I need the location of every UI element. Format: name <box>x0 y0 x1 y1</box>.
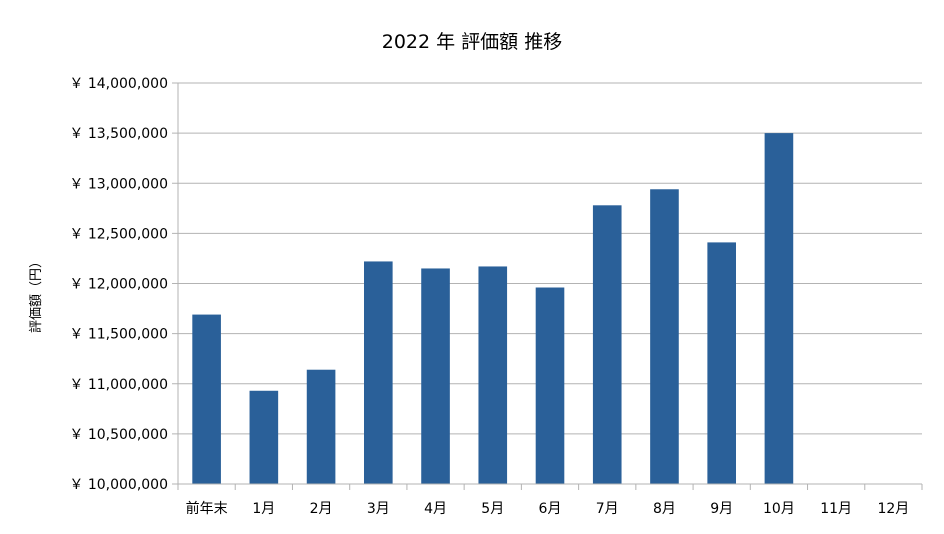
bar <box>592 205 622 484</box>
y-tick-label: ￥ 10,000,000 <box>69 477 168 493</box>
y-tick-label: ￥ 13,500,000 <box>69 126 168 142</box>
bar <box>764 133 794 484</box>
bar <box>707 242 736 484</box>
x-tick-label: 5月 <box>481 501 504 517</box>
bar <box>535 287 565 484</box>
x-tick-label: 6月 <box>539 501 562 517</box>
y-tick-label: ￥ 14,000,000 <box>69 76 168 92</box>
y-axis-label: 評価額（円） <box>29 255 44 333</box>
x-tick-label: 3月 <box>367 501 390 517</box>
y-tick-label: ￥ 11,500,000 <box>69 327 168 343</box>
x-tick-labels: 前年末 1月 2月 3月 4月 5月 6月 7月 8月 9月 10月 11月 12月 <box>186 500 910 517</box>
x-tick-label: 12月 <box>877 501 909 517</box>
bars <box>192 133 794 484</box>
x-tick-label: 11月 <box>820 501 852 517</box>
chart-title: 2022 年 評価額 推移 <box>382 31 562 53</box>
grid-lines <box>172 82 922 485</box>
bar <box>364 261 393 484</box>
bar <box>478 266 508 484</box>
x-tick-label: 1月 <box>252 501 275 517</box>
bar <box>650 189 679 484</box>
x-tick-label: 2月 <box>310 501 333 517</box>
x-tick-label: 4月 <box>424 501 447 517</box>
y-tick-label: ￥ 11,000,000 <box>69 377 168 393</box>
y-tick-label: ￥ 13,000,000 <box>69 176 168 192</box>
y-tick-label: ￥ 10,500,000 <box>69 427 168 443</box>
x-tick-label: 前年末 <box>186 500 228 517</box>
x-tick-label: 7月 <box>596 501 619 517</box>
bar <box>421 268 450 484</box>
bar <box>192 314 221 484</box>
y-tick-label: ￥ 12,500,000 <box>69 226 168 242</box>
axes <box>177 83 923 490</box>
x-tick-label: 10月 <box>763 501 795 517</box>
y-tick-labels: ￥ 10,000,000 ￥ 10,500,000 ￥ 11,000,000 ￥ 11… <box>69 76 168 493</box>
bar <box>306 369 336 484</box>
bar <box>249 390 279 484</box>
x-tick-label: 9月 <box>710 501 733 517</box>
x-tick-label: 8月 <box>653 501 676 517</box>
y-tick-label: ￥ 12,000,000 <box>69 277 168 293</box>
